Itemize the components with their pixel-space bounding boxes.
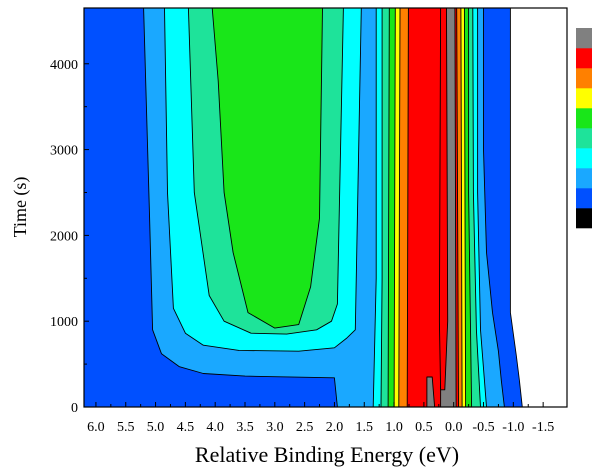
x-tick-label: 6.0 bbox=[87, 420, 105, 435]
x-tick-label: 3.5 bbox=[236, 420, 254, 435]
x-axis-title: Relative Binding Energy (eV) bbox=[195, 442, 459, 467]
colorbar-swatch-7 bbox=[576, 68, 592, 89]
x-tick-label: 5.5 bbox=[117, 420, 135, 435]
x-tick-label: -0.5 bbox=[472, 420, 494, 435]
contour-band-level-8-12 bbox=[438, 8, 449, 391]
y-tick-label: 2000 bbox=[50, 229, 78, 244]
x-tick-label: -1.0 bbox=[502, 420, 524, 435]
y-axis: 0 1000 2000 3000 4000 bbox=[50, 58, 89, 416]
x-tick-label: 5.0 bbox=[147, 420, 165, 435]
colorbar-swatch-4 bbox=[576, 128, 592, 149]
colorbar-swatch-8 bbox=[576, 48, 592, 69]
x-tick-label: 0.5 bbox=[415, 420, 433, 435]
y-tick-label: 3000 bbox=[50, 144, 78, 159]
y-tick-label: 4000 bbox=[50, 58, 78, 73]
plot-frame bbox=[83, 7, 568, 408]
x-tick-label: 4.5 bbox=[177, 420, 195, 435]
x-tick-label: 3.0 bbox=[266, 420, 284, 435]
x-tick-label: 4.0 bbox=[206, 420, 224, 435]
colorbar-swatch-5 bbox=[576, 108, 592, 129]
contour-band-level-9-13 bbox=[426, 376, 436, 407]
contour-band-level-5-6 bbox=[211, 8, 323, 329]
y-tick-label: 0 bbox=[71, 401, 78, 416]
colorbar-swatch-0 bbox=[576, 208, 592, 229]
x-tick-label: 1.5 bbox=[356, 420, 374, 435]
colorbar-swatch-3 bbox=[576, 148, 592, 169]
x-tick-label: -1.5 bbox=[532, 420, 554, 435]
x-axis: 6.0 5.5 5.0 4.5 4.0 3.5 3.0 2.5 2.0 1.5 1.0 0.5 0.0-… bbox=[87, 402, 554, 435]
x-tick-label: 2.5 bbox=[296, 420, 314, 435]
contour-fill-area bbox=[84, 8, 523, 407]
colorbar-swatch-6 bbox=[576, 88, 592, 109]
x-tick-label: 0.0 bbox=[445, 420, 463, 435]
colorbar-swatch-2 bbox=[576, 168, 592, 189]
x-tick-label: 2.0 bbox=[326, 420, 344, 435]
x-tick-label: 1.0 bbox=[385, 420, 403, 435]
y-axis-title: Time (s) bbox=[10, 177, 31, 238]
colorbar bbox=[576, 28, 592, 229]
colorbar-swatch-1 bbox=[576, 188, 592, 209]
colorbar-swatch-9 bbox=[576, 28, 592, 49]
y-tick-label: 1000 bbox=[50, 315, 78, 330]
